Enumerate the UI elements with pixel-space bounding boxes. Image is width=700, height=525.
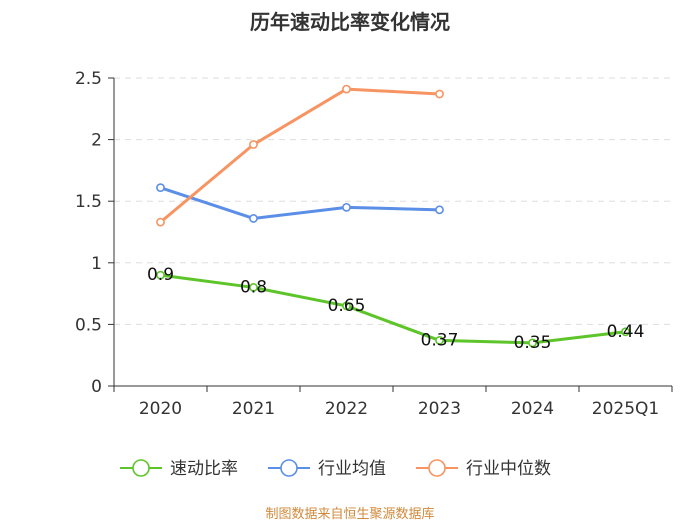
data-label: 0.65 (328, 296, 366, 316)
x-tick-label: 2025Q1 (592, 399, 659, 419)
legend-label: 行业均值 (318, 459, 386, 479)
data-point (435, 336, 444, 345)
y-tick-label: 1 (91, 254, 102, 274)
data-point (156, 183, 165, 193)
x-tick-label: 2023 (418, 399, 461, 419)
x-tick-label: 2024 (511, 399, 554, 419)
y-tick-label: 1.5 (75, 192, 102, 212)
axes: 0 0.5 1 1.5 2 2.5 2020 2021 2022 2023 2024 2025Q1 (75, 69, 673, 419)
legend-label: 行业中位数 (466, 459, 551, 479)
y-tick-label: 0.5 (75, 315, 102, 335)
series-line-1 (159, 186, 441, 220)
data-point (156, 270, 165, 280)
x-tick-label: 2022 (325, 399, 368, 419)
data-label: 0.35 (514, 333, 552, 353)
series-line-0 (159, 273, 627, 345)
data-labels: 0.9 0.8 0.65 0.37 0.35 0.44 (147, 265, 644, 353)
data-point (435, 89, 444, 99)
legend[interactable]: 速动比率 行业均值 行业中位数 (120, 459, 551, 479)
data-label: 0.8 (240, 277, 267, 297)
data-point (249, 140, 258, 149)
data-label: 0.37 (421, 330, 459, 350)
legend-item-0[interactable]: 速动比率 (120, 459, 238, 479)
y-tick-label: 2 (91, 131, 102, 151)
series-line-2 (159, 87, 441, 224)
data-point (621, 327, 630, 337)
data-point (528, 338, 537, 348)
legend-marker (280, 459, 298, 477)
data-point (156, 217, 165, 227)
data-point (435, 205, 444, 215)
data-point (249, 283, 258, 292)
data-label: 0.9 (147, 265, 174, 285)
series-layer (156, 84, 630, 348)
data-point (342, 202, 351, 212)
y-tick-label: 2.5 (75, 69, 102, 89)
source-note: 制图数据来自恒生聚源数据库 (265, 506, 434, 522)
data-point (342, 84, 351, 94)
x-tick-label: 2020 (139, 399, 182, 419)
x-tick-label: 2021 (232, 399, 275, 419)
legend-item-2[interactable]: 行业中位数 (416, 459, 551, 479)
grid-lines (114, 77, 672, 325)
data-label: 0.44 (607, 322, 645, 342)
legend-label: 速动比率 (170, 459, 238, 479)
data-point (249, 214, 258, 223)
legend-marker (132, 459, 150, 477)
legend-item-1[interactable]: 行业均值 (268, 459, 386, 479)
data-point (342, 301, 351, 311)
y-tick-label: 0 (91, 377, 102, 397)
legend-marker (428, 459, 446, 477)
chart-title: 历年速动比率变化情况 (250, 10, 450, 34)
